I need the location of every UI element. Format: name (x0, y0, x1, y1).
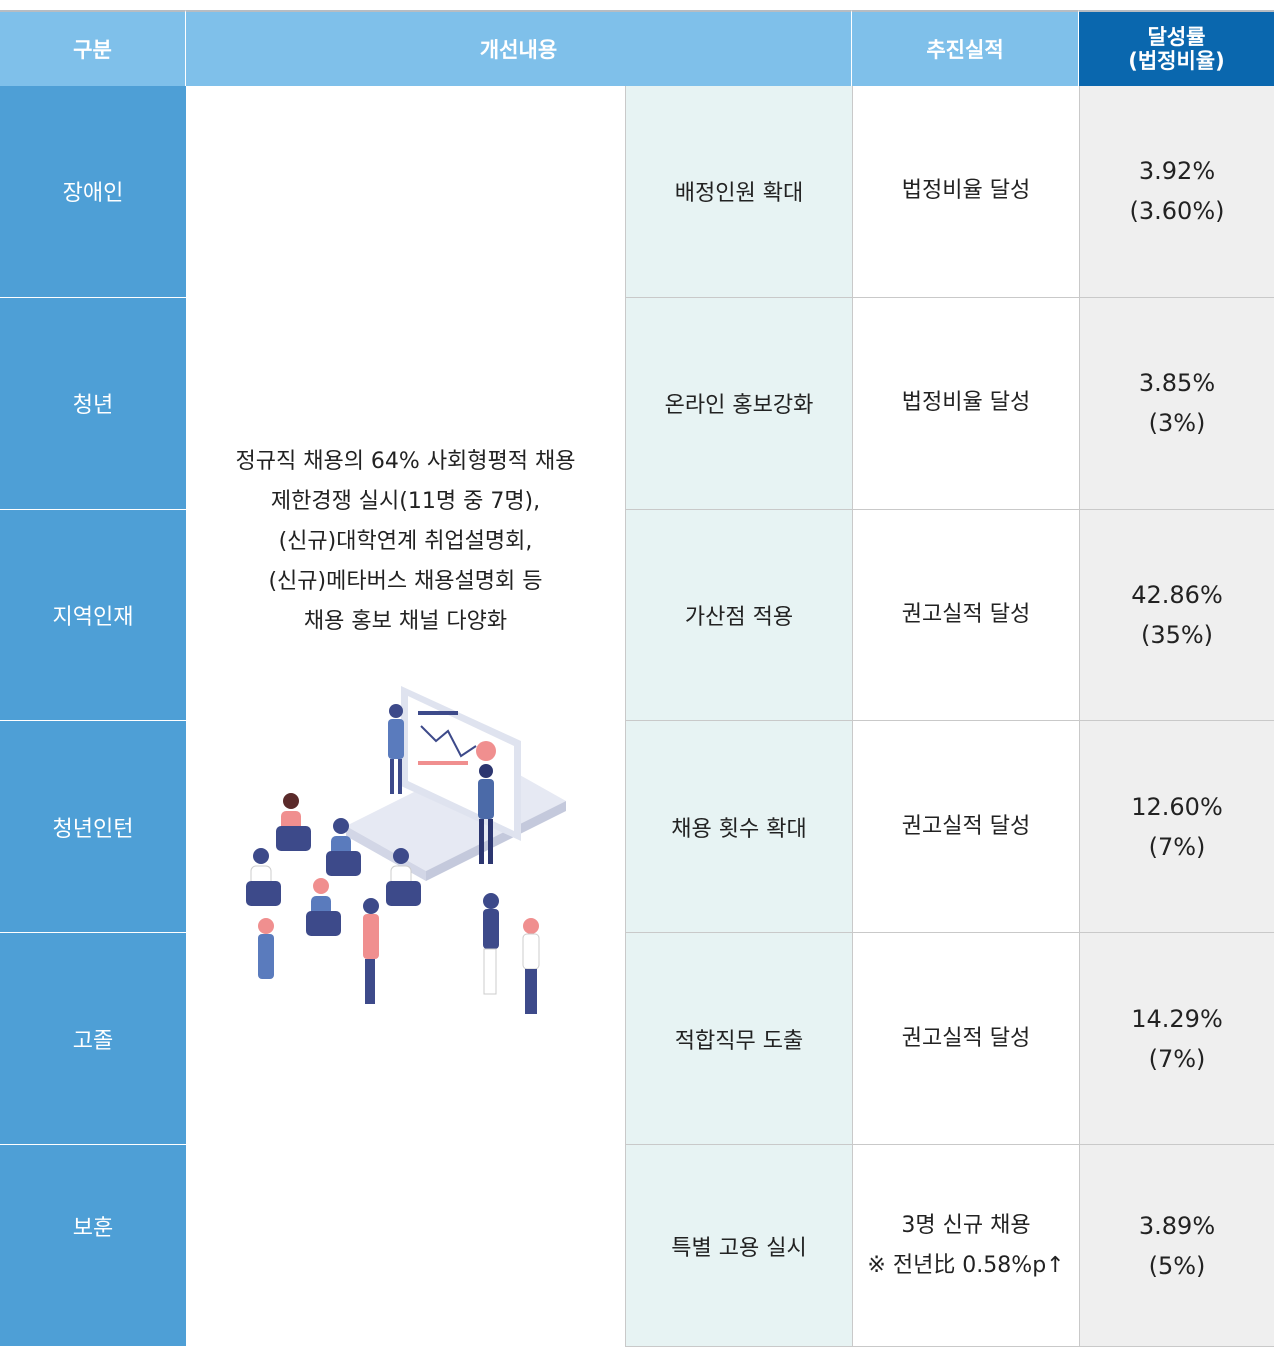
action-cell: 온라인 홍보강화 (625, 297, 852, 510)
header-text: 달성률 (1147, 25, 1206, 49)
legal-rate-text: (7%) (1148, 832, 1206, 861)
category-text: 장애인 (62, 181, 124, 207)
rate-text: 42.86% (1131, 580, 1223, 609)
action-text: 배정인원 확대 (674, 181, 804, 207)
result-text: 권고실적 달성 (901, 813, 1031, 839)
header-cell: 개선내용 (186, 10, 852, 86)
rate-cell: 12.60% (7%) (1079, 721, 1274, 934)
action-cell: 적합직무 도출 (625, 933, 852, 1145)
action-text: 가산점 적용 (684, 604, 794, 630)
action-cell: 채용 횟수 확대 (625, 721, 852, 934)
rate-cell: 3.85% (3%) (1079, 297, 1274, 510)
legal-rate-text: (3%) (1148, 409, 1206, 438)
result-text: 권고실적 달성 (901, 601, 1031, 627)
rate-text: 14.29% (1131, 1004, 1223, 1033)
result-text: ※ 전년比 0.58%p↑ (867, 1252, 1065, 1278)
legal-rate-text: (5%) (1148, 1251, 1206, 1280)
header-cell: 추진실적 (852, 10, 1079, 86)
category-text: 청년인턴 (52, 816, 134, 842)
category-cell: 장애인 (0, 86, 186, 298)
illustration (246, 686, 566, 1014)
rate-text: 3.89% (1138, 1211, 1216, 1240)
category-text: 고졸 (72, 1028, 114, 1054)
result-cell: 법정비율 달성 (852, 297, 1079, 510)
result-cell: 3명 신규 채용 ※ 전년比 0.58%p↑ (852, 1145, 1079, 1347)
category-cell: 지역인재 (0, 509, 186, 722)
header-cell: 달성률 (법정비율) (1079, 10, 1274, 86)
improvement-line: (신규)메타버스 채용설명회 등 (268, 569, 543, 594)
rate-cell: 3.89% (5%) (1079, 1145, 1274, 1347)
action-text: 채용 횟수 확대 (671, 816, 807, 842)
action-cell: 배정인원 확대 (625, 86, 852, 298)
result-cell: 권고실적 달성 (852, 721, 1079, 934)
category-cell: 고졸 (0, 933, 186, 1145)
legal-rate-text: (3.60%) (1129, 197, 1225, 226)
category-cell: 보훈 (0, 1145, 186, 1347)
action-text: 적합직무 도출 (674, 1028, 804, 1054)
rate-cell: 14.29% (7%) (1079, 933, 1274, 1145)
category-cell: 청년인턴 (0, 721, 186, 934)
improvement-line: 정규직 채용의 64% 사회형평적 채용 (235, 449, 576, 474)
action-cell: 특별 고용 실시 (625, 1145, 852, 1347)
result-text: 권고실적 달성 (901, 1025, 1031, 1051)
legal-rate-text: (35%) (1140, 620, 1214, 649)
improvement-line: 채용 홍보 채널 다양화 (303, 609, 508, 634)
result-text: 법정비율 달성 (901, 178, 1031, 204)
category-text: 보훈 (72, 1215, 114, 1241)
action-text: 온라인 홍보강화 (664, 393, 814, 419)
legal-rate-text: (7%) (1148, 1044, 1206, 1073)
header-text: 구분 (73, 38, 112, 62)
action-cell: 가산점 적용 (625, 509, 852, 722)
rate-text: 3.92% (1138, 157, 1216, 186)
result-text: 3명 신규 채용 (901, 1212, 1031, 1238)
result-cell: 법정비율 달성 (852, 86, 1079, 298)
result-cell: 권고실적 달성 (852, 933, 1079, 1145)
category-cell: 청년 (0, 297, 186, 510)
improvement-line: 제한경쟁 실시(11명 중 7명), (270, 489, 541, 514)
header-text: 추진실적 (926, 38, 1004, 62)
rate-text: 3.85% (1138, 369, 1216, 398)
category-text: 청년 (72, 393, 114, 419)
result-text: 법정비율 달성 (901, 390, 1031, 416)
header-text: (법정비율) (1128, 49, 1225, 73)
result-cell: 권고실적 달성 (852, 509, 1079, 722)
improvement-line: (신규)대학연계 취업설명회, (278, 529, 533, 554)
action-text: 특별 고용 실시 (671, 1235, 807, 1261)
rate-text: 12.60% (1131, 792, 1223, 821)
rate-cell: 3.92% (3.60%) (1079, 86, 1274, 298)
category-text: 지역인재 (52, 604, 134, 630)
header-cell: 구분 (0, 10, 186, 86)
header-text: 개선내용 (479, 38, 558, 62)
rate-cell: 42.86% (35%) (1079, 509, 1274, 722)
